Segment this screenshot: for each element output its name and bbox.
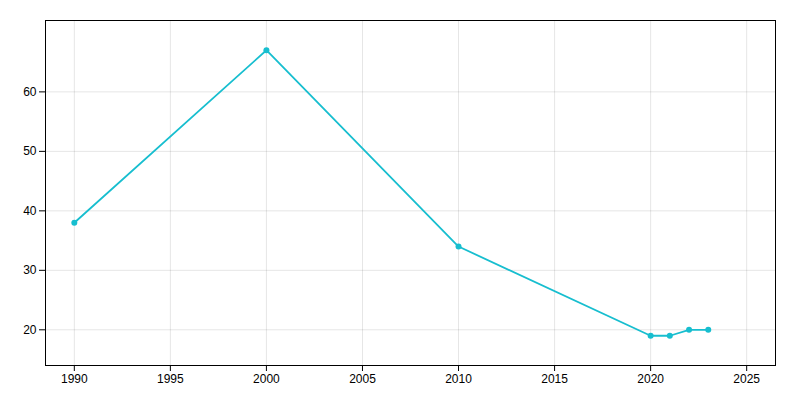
svg-text:50: 50 — [23, 144, 37, 158]
svg-text:2005: 2005 — [349, 372, 376, 386]
svg-text:20: 20 — [23, 323, 37, 337]
svg-text:60: 60 — [23, 85, 37, 99]
svg-text:30: 30 — [23, 263, 37, 277]
svg-text:2020: 2020 — [637, 372, 664, 386]
svg-text:2010: 2010 — [445, 372, 472, 386]
svg-text:2015: 2015 — [541, 372, 568, 386]
svg-text:2000: 2000 — [253, 372, 280, 386]
svg-text:40: 40 — [23, 204, 37, 218]
svg-text:2025: 2025 — [733, 372, 760, 386]
svg-text:1995: 1995 — [157, 372, 184, 386]
svg-text:1990: 1990 — [61, 372, 88, 386]
